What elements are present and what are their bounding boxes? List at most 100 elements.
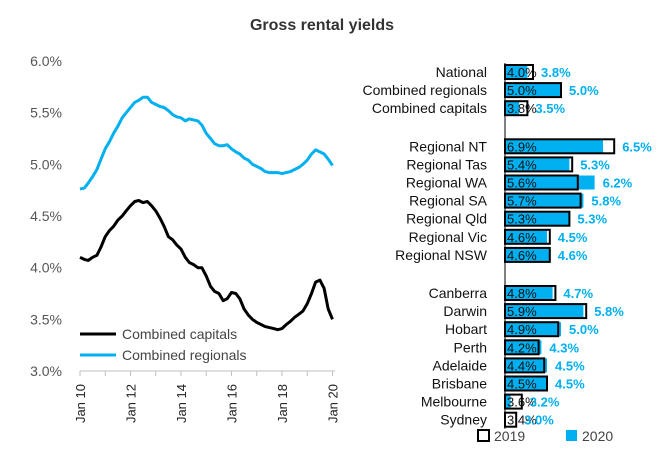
- x-tick-label: Jan 18: [275, 384, 290, 423]
- data-label-2020: 5.8%: [594, 304, 624, 319]
- data-label-2020: 3.5%: [535, 101, 565, 116]
- x-tick-label: Jan 16: [224, 384, 239, 423]
- y-tick-label: 6.0%: [30, 53, 62, 69]
- data-label-2019: 5.7%: [507, 194, 537, 209]
- data-label-2020: 3.2%: [530, 395, 560, 410]
- category-label: Regional Tas: [406, 156, 487, 172]
- category-label: National: [436, 64, 487, 80]
- data-label-2019: 4.5%: [507, 377, 537, 392]
- data-label-2019: 4.6%: [507, 248, 537, 263]
- category-label: Melbourne: [421, 394, 487, 410]
- data-label-2019: 5.3%: [507, 212, 537, 227]
- legend-swatch-2019: [477, 429, 490, 442]
- bar-2019: [504, 357, 546, 374]
- category-label: Darwin: [443, 303, 487, 319]
- bar-2019: [504, 228, 551, 245]
- bar-2019: [504, 210, 571, 227]
- data-label-2020: 3.8%: [541, 65, 571, 80]
- data-label-2019: 4.2%: [507, 340, 537, 355]
- category-label: Regional Vic: [409, 229, 487, 245]
- data-label-2020: 6.2%: [603, 176, 633, 191]
- data-label-2019: 5.9%: [507, 304, 537, 319]
- bar-2020: [505, 394, 511, 409]
- y-tick-label: 5.5%: [30, 105, 62, 121]
- y-tick-label: 5.0%: [30, 156, 62, 172]
- category-label: Regional NSW: [395, 247, 488, 263]
- data-label-2020: 5.3%: [577, 212, 607, 227]
- bar-2019: [504, 156, 574, 173]
- bar-2019: [504, 321, 560, 338]
- legend-label: Combined capitals: [122, 326, 237, 342]
- bar-2019: [504, 411, 518, 428]
- chart-title: Gross rental yields: [250, 17, 394, 34]
- data-label-2019: 3.8%: [507, 101, 537, 116]
- bar-2020: [505, 101, 519, 116]
- category-label: Combined capitals: [372, 100, 487, 116]
- data-label-2020: 4.5%: [555, 358, 585, 373]
- series-line-combined-regionals: [79, 95, 334, 191]
- data-label-2019: 3.4%: [507, 413, 537, 428]
- data-label-2019: 4.9%: [507, 322, 537, 337]
- legend-swatch-2020: [566, 430, 577, 441]
- bar-chart: National 4.0% 3.8% Combined regionals 5.0% 5.…: [362, 63, 652, 444]
- category-label: Combined regionals: [362, 82, 487, 98]
- category-label: Perth: [454, 339, 487, 355]
- x-tick-label: Jan 12: [123, 384, 138, 423]
- legend-label: 2019: [494, 428, 525, 444]
- data-label-2020: 4.7%: [563, 286, 593, 301]
- x-tick-label: Jan 10: [73, 384, 88, 423]
- bar-2020: [505, 83, 561, 98]
- y-tick-label: 3.0%: [30, 363, 62, 379]
- y-tick-label: 4.0%: [30, 260, 62, 276]
- x-tick-label: Jan 14: [174, 384, 189, 423]
- bar-2020: [505, 139, 603, 154]
- data-label-2020: 5.8%: [591, 194, 621, 209]
- category-label: Regional NT: [409, 138, 487, 154]
- bar-2020: [505, 304, 584, 319]
- data-label-2020: 5.3%: [580, 157, 610, 172]
- bar-2020: [505, 340, 542, 355]
- category-label: Hobart: [445, 321, 487, 337]
- data-label-2019: 3.6%: [507, 395, 537, 410]
- bar-2019: [504, 174, 579, 191]
- bar-2020: [505, 175, 595, 190]
- data-label-2019: 5.6%: [507, 176, 537, 191]
- bar-2020: [505, 193, 584, 208]
- category-label: Regional SA: [409, 193, 487, 209]
- legend-label: Combined regionals: [122, 347, 247, 363]
- data-label-2020: 4.5%: [555, 377, 585, 392]
- bar-2019: [504, 303, 588, 320]
- bar-2019: [504, 393, 523, 410]
- bar-2020: [505, 358, 547, 373]
- line-chart: 3.0% 3.5% 4.0% 4.5% 5.0% 5.5% 6.0% Jan 10 Jan 12…: [30, 53, 340, 423]
- bar-2020: [505, 247, 550, 262]
- data-label-2020: 6.5%: [622, 139, 652, 154]
- data-label-2019: 4.4%: [507, 358, 537, 373]
- bar-2020: [505, 229, 547, 244]
- data-label-2020: 3.0%: [524, 413, 554, 428]
- data-label-2020: 5.0%: [569, 83, 599, 98]
- bar-2019: [504, 100, 529, 117]
- data-label-2020: 4.3%: [549, 340, 579, 355]
- y-tick-label: 4.5%: [30, 208, 62, 224]
- y-tick-label: 3.5%: [30, 311, 62, 327]
- bar-2020: [505, 286, 553, 300]
- x-tick-label: Jan 20: [325, 384, 340, 423]
- category-label: Brisbane: [432, 376, 487, 392]
- bar-2019: [504, 285, 557, 301]
- bar-2020: [505, 322, 561, 337]
- category-label: Sydney: [440, 412, 487, 428]
- category-label: Regional WA: [406, 175, 488, 191]
- bar-2020: [505, 211, 570, 226]
- bar-2019: [504, 64, 534, 80]
- data-label-2020: 4.6%: [558, 248, 588, 263]
- bar-2020: [505, 376, 547, 391]
- bar-2019: [504, 246, 551, 263]
- data-label-2019: 6.9%: [507, 139, 537, 154]
- data-label-2019: 4.6%: [507, 230, 537, 245]
- data-label-2019: 5.0%: [507, 83, 537, 98]
- data-label-2020: 4.5%: [558, 230, 588, 245]
- data-label-2019: 4.8%: [507, 286, 537, 301]
